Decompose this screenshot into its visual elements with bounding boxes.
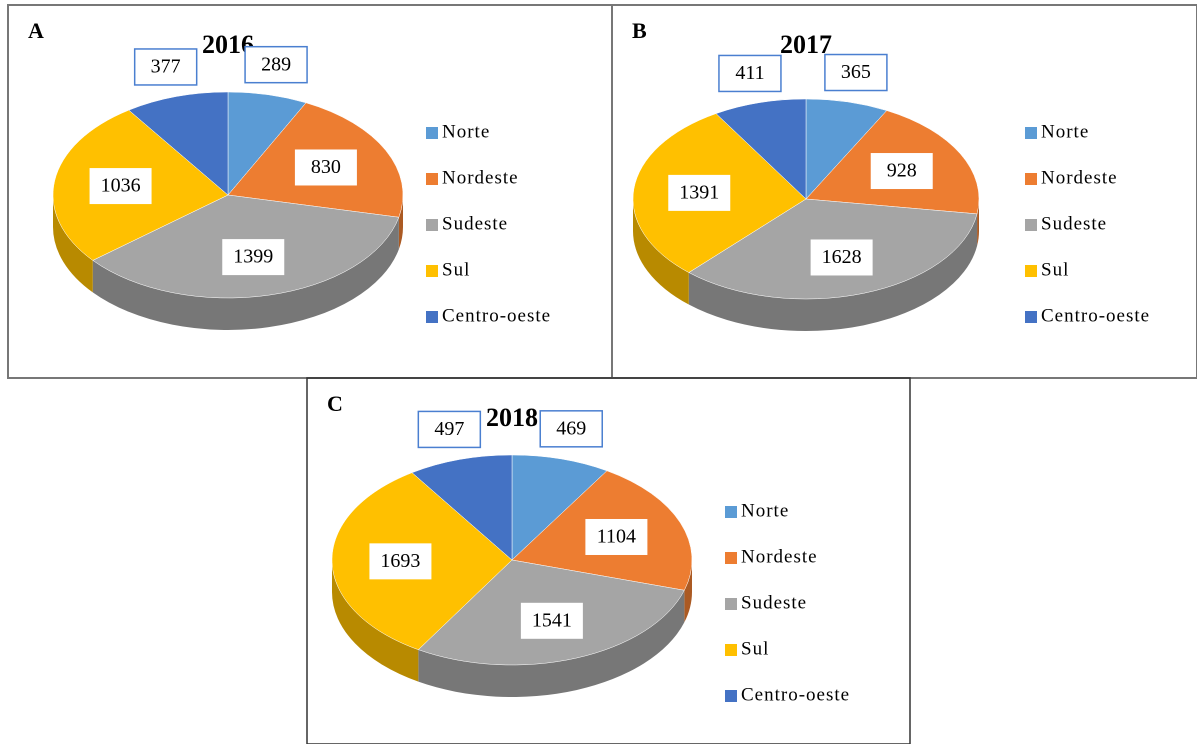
- legend-label: Nordeste: [741, 546, 818, 567]
- pie-slice: [128, 91, 229, 196]
- slice-top: [715, 98, 807, 200]
- data-label: 1693: [380, 550, 420, 572]
- chart-title: 2017: [780, 30, 832, 59]
- slice-top: [128, 91, 229, 196]
- panel-label: A: [28, 18, 44, 43]
- data-label: 928: [887, 160, 917, 182]
- label-box: [539, 410, 603, 448]
- data-label: 1391: [679, 181, 719, 203]
- panel: B 2017 365 928 1628 1391 411 Norte Nordeste Sudes…: [632, 18, 1150, 331]
- legend-label: Centro-oeste: [442, 305, 551, 326]
- legend-swatch: [426, 265, 438, 277]
- legend-swatch: [1025, 127, 1037, 139]
- legend-label: Norte: [741, 500, 789, 521]
- legend-swatch: [1025, 219, 1037, 231]
- data-label: 497: [434, 418, 464, 440]
- legend-swatch: [426, 219, 438, 231]
- slice-side: [688, 213, 978, 331]
- pie-slice: [411, 454, 513, 561]
- legend-label: Sul: [1041, 259, 1069, 280]
- data-label: 365: [841, 61, 871, 83]
- panel: C 2018 469 1104 1541 1693 497 Norte Nordeste Sude…: [327, 391, 850, 705]
- pie-slice: [715, 98, 807, 200]
- legend-swatch: [1025, 173, 1037, 185]
- legend-swatch: [426, 173, 438, 185]
- slice-side: [977, 199, 979, 246]
- label-box: [585, 518, 648, 555]
- label-box: [520, 602, 583, 639]
- legend-swatch: [1025, 311, 1037, 323]
- legend-swatch: [725, 506, 737, 518]
- label-box: [810, 239, 873, 276]
- data-label: 469: [556, 417, 586, 439]
- label-box: [824, 53, 888, 92]
- data-label: 1104: [597, 526, 636, 548]
- legend-label: Sul: [741, 638, 769, 659]
- legend-swatch: [426, 311, 438, 323]
- slice-top: [511, 454, 608, 561]
- label-box: [417, 410, 482, 449]
- data-label: 1628: [822, 246, 862, 268]
- data-label: 289: [261, 53, 291, 75]
- label-box: [718, 54, 782, 93]
- data-label: 1399: [233, 246, 273, 268]
- label-box: [870, 153, 933, 190]
- data-label: 1036: [101, 175, 141, 197]
- slice-side: [53, 195, 93, 293]
- label-box: [222, 239, 285, 276]
- legend-label: Sudeste: [1041, 213, 1107, 234]
- panel: A 201628983013991036377NorteNordesteSudes…: [28, 18, 551, 330]
- legend-swatch: [1025, 265, 1037, 277]
- legend-label: Centro-oeste: [1041, 305, 1150, 326]
- data-label: 830: [311, 156, 341, 178]
- label-box: [133, 48, 198, 86]
- panel-frame: [306, 377, 911, 744]
- data-label: 411: [735, 62, 764, 84]
- label-box: [244, 45, 308, 84]
- legend-label: Sudeste: [741, 592, 807, 613]
- legend-swatch: [725, 552, 737, 564]
- legend-label: Norte: [1041, 121, 1089, 142]
- data-label: 1541: [532, 609, 572, 631]
- legend-swatch: [725, 690, 737, 702]
- label-box: [668, 174, 731, 211]
- slice-side: [332, 560, 419, 682]
- pie-slice: [511, 454, 608, 561]
- slice-side: [398, 195, 403, 250]
- legend-swatch: [426, 127, 438, 139]
- legend-label: Sudeste: [442, 213, 508, 234]
- label-box: [369, 543, 432, 580]
- slice-side: [418, 590, 685, 697]
- legend-swatch: [725, 644, 737, 656]
- legend-label: Nordeste: [1041, 167, 1118, 188]
- label-box: [294, 149, 357, 186]
- panel-label: C: [327, 391, 343, 416]
- panel-label: B: [632, 18, 647, 43]
- slice-side: [92, 217, 399, 330]
- chart-title: 2018: [486, 403, 538, 432]
- legend-label: Norte: [442, 121, 490, 142]
- label-box: [89, 168, 152, 205]
- legend-label: Nordeste: [442, 167, 519, 188]
- slice-top: [411, 454, 513, 561]
- legend-label: Sul: [442, 259, 470, 280]
- slice-side: [633, 199, 689, 305]
- legend-swatch: [725, 598, 737, 610]
- legend-label: Centro-oeste: [741, 684, 850, 705]
- data-label: 377: [151, 56, 181, 78]
